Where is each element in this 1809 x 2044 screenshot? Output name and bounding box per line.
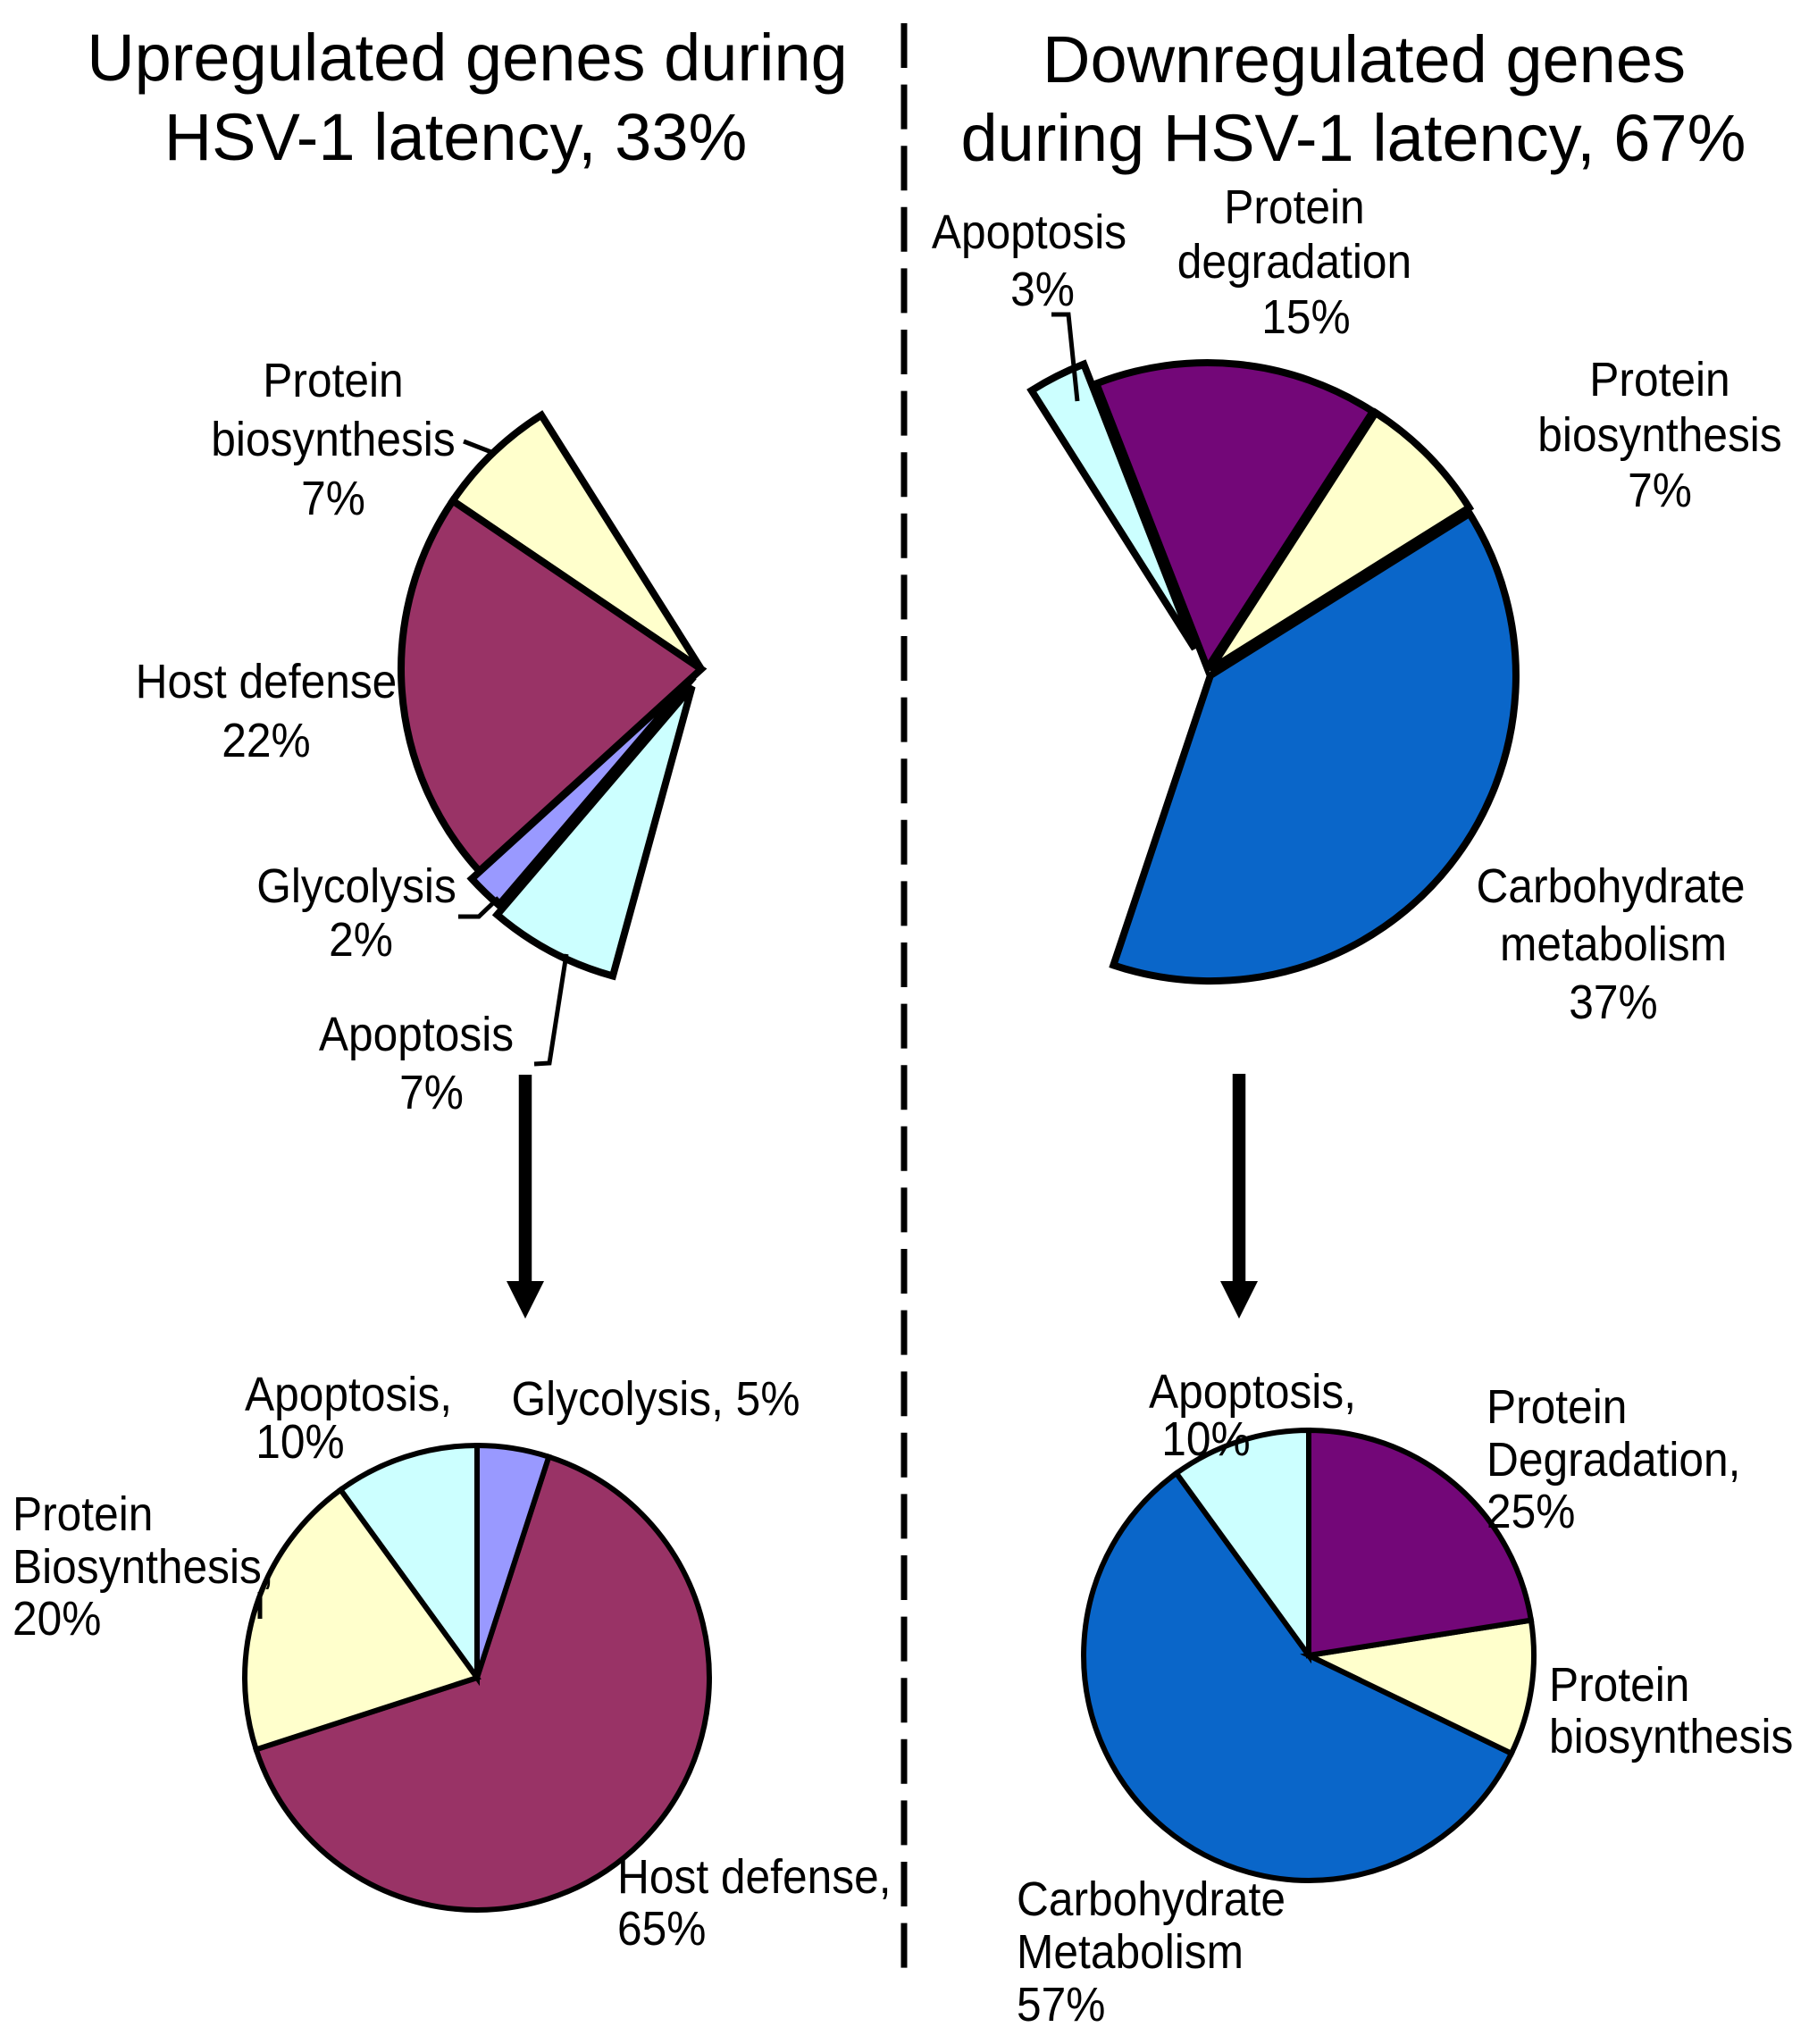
svg-text:Apoptosis,: Apoptosis,: [1149, 1365, 1356, 1419]
svg-text:biosynthesis: biosynthesis: [1537, 408, 1781, 462]
svg-text:65%: 65%: [617, 1902, 706, 1956]
svg-text:Glycolysis, 5%: Glycolysis, 5%: [512, 1372, 800, 1426]
svg-text:Protein: Protein: [263, 354, 403, 407]
svg-text:biosynthesis: biosynthesis: [1549, 1710, 1793, 1763]
svg-text:Metabolism: Metabolism: [1017, 1925, 1244, 1979]
svg-text:Glycolysis: Glycolysis: [256, 859, 456, 913]
svg-text:3%: 3%: [1010, 263, 1075, 316]
svg-text:7%: 7%: [399, 1066, 464, 1119]
svg-text:2%: 2%: [329, 913, 393, 967]
svg-text:degradation: degradation: [1177, 235, 1411, 289]
svg-text:Protein: Protein: [1224, 180, 1364, 234]
svg-text:Protein: Protein: [13, 1487, 153, 1541]
svg-text:Host defense,: Host defense,: [617, 1850, 892, 1904]
svg-text:Protein: Protein: [1549, 1658, 1689, 1712]
svg-text:15%: 15%: [1261, 290, 1350, 344]
svg-text:Upregulated genes during: Upregulated genes during: [87, 21, 848, 95]
svg-text:Apoptosis: Apoptosis: [932, 205, 1126, 259]
svg-text:22%: 22%: [222, 714, 310, 767]
svg-text:7%: 7%: [1628, 464, 1692, 517]
svg-text:biosynthesis: biosynthesis: [211, 413, 455, 466]
svg-text:Carbohydrate: Carbohydrate: [1017, 1872, 1286, 1926]
svg-text:Downregulated genes: Downregulated genes: [1043, 22, 1686, 96]
svg-text:Apoptosis: Apoptosis: [319, 1008, 514, 1061]
svg-text:during HSV-1 latency, 67%: during HSV-1 latency, 67%: [961, 101, 1746, 175]
svg-text:20%: 20%: [13, 1592, 101, 1646]
svg-text:10%: 10%: [1161, 1412, 1250, 1466]
svg-text:Protein: Protein: [1487, 1380, 1627, 1434]
svg-text:HSV-1 latency, 33%: HSV-1 latency, 33%: [164, 100, 748, 174]
svg-text:Protein: Protein: [1589, 353, 1729, 406]
svg-text:Degradation,: Degradation,: [1487, 1433, 1741, 1487]
svg-text:7%: 7%: [301, 472, 365, 525]
svg-text:25%: 25%: [1487, 1485, 1575, 1538]
svg-text:57%: 57%: [1017, 1978, 1105, 2031]
svg-text:37%: 37%: [1569, 976, 1657, 1029]
svg-text:Carbohydrate: Carbohydrate: [1477, 859, 1746, 913]
svg-text:Host defense: Host defense: [136, 655, 398, 708]
svg-text:Biosynthesis,: Biosynthesis,: [13, 1540, 274, 1594]
svg-text:Apoptosis,: Apoptosis,: [245, 1368, 452, 1421]
svg-text:10%: 10%: [255, 1415, 344, 1469]
svg-text:metabolism: metabolism: [1500, 917, 1727, 971]
